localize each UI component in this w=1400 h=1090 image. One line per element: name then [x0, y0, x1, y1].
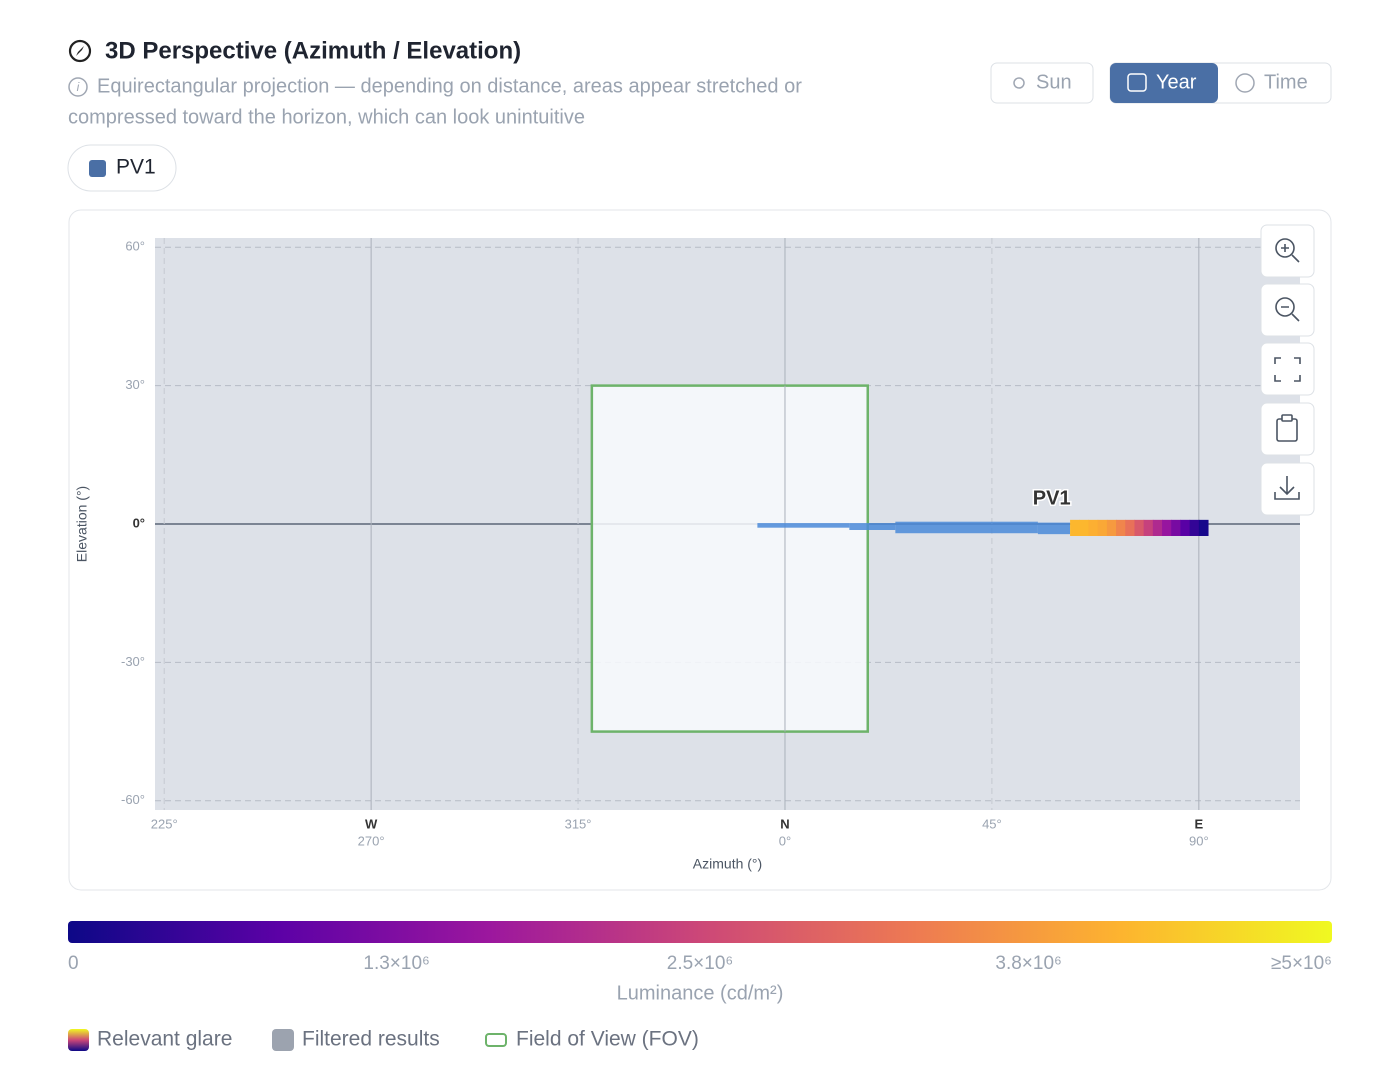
colorbar: [68, 921, 1332, 943]
calendar-icon: [1127, 73, 1147, 92]
zoom-out-button[interactable]: [1260, 283, 1315, 337]
y-tick-label: 30°: [125, 377, 145, 392]
y-axis-label: Elevation (°): [74, 486, 90, 562]
sun-label: Sun: [1036, 71, 1072, 93]
legend-label: Filtered results: [302, 1028, 440, 1051]
colorbar-tick-label: 1.3×10⁶: [363, 953, 429, 974]
y-tick-label: 0°: [133, 515, 145, 530]
icon: [1281, 306, 1300, 322]
x-tick-label: 270°: [358, 833, 385, 848]
series-name: PV1: [116, 156, 156, 179]
fov: [590, 384, 870, 733]
compass-icon: [68, 39, 92, 63]
glare-cell: [1143, 519, 1154, 536]
x-tick-label: 0°: [779, 833, 791, 848]
icon: [1281, 414, 1293, 422]
x-tick-label: 315°: [565, 816, 592, 831]
colorbar-tick-label: ≥5×10⁶: [1271, 953, 1332, 974]
icon: [1274, 476, 1300, 500]
clock-icon[interactable]: [1235, 73, 1255, 93]
time-label[interactable]: Time: [1264, 71, 1308, 93]
x-axis-label: Azimuth (°): [693, 856, 762, 872]
colorbar-tick-label: 3.8×10⁶: [995, 953, 1061, 974]
zoom-in-button[interactable]: [1260, 224, 1315, 278]
y-tick-label: -30°: [121, 654, 145, 669]
title: 3D Perspective (Azimuth / Elevation): [105, 37, 521, 64]
legend-label: Field of View (FOV): [516, 1028, 699, 1051]
fullscreen-button[interactable]: [1260, 342, 1315, 396]
glare-cell: [1070, 519, 1080, 536]
glare-cell: [1097, 519, 1108, 536]
subtitle: Equirectangular projection — depending o…: [97, 75, 802, 97]
series-swatch: [89, 160, 106, 177]
copy-button[interactable]: [1260, 402, 1315, 456]
glare-cell: [1125, 519, 1135, 536]
legend-swatch: [272, 1029, 294, 1051]
colorbar-label: Luminance (cd/m²): [617, 982, 784, 1004]
surface-label: PV1: [1033, 487, 1071, 509]
legend-swatch: [485, 1033, 507, 1047]
glare-cell: [1171, 519, 1181, 536]
filtered-area: [1037, 522, 1071, 535]
x-compass-label: E: [1194, 816, 1203, 831]
icon: [1274, 357, 1301, 382]
info-icon: [68, 77, 88, 97]
glare-cell: [1106, 519, 1117, 536]
x-tick-label: 90°: [1189, 833, 1209, 848]
glare-cell: [1088, 519, 1099, 536]
colorbar-tick-label: 2.5×10⁶: [667, 953, 733, 974]
x-compass-label: N: [780, 816, 789, 831]
y-tick-label: -60°: [121, 792, 145, 807]
glare-cell: [1079, 519, 1089, 536]
colorbar-tick-label: 0: [68, 953, 79, 974]
toolbar: [1260, 224, 1315, 516]
x-tick-label: 225°: [151, 816, 178, 831]
legend-swatch: [68, 1029, 89, 1051]
info-i: i: [77, 80, 80, 94]
sun-button[interactable]: [990, 62, 1094, 104]
series-chip[interactable]: [67, 144, 177, 192]
glare-cell: [1189, 519, 1200, 536]
sun-icon: [1013, 77, 1025, 89]
x-compass-label: W: [365, 816, 378, 831]
y-tick-label: 60°: [125, 239, 145, 254]
glare-cell: [1116, 519, 1126, 536]
glare-cell: [1162, 519, 1172, 536]
filtered-area: [895, 521, 1038, 534]
glare-cell: [1134, 519, 1145, 536]
year-label: Year: [1156, 71, 1197, 93]
filtered-area: [757, 523, 850, 528]
glare-cell: [1152, 519, 1163, 536]
subtitle: compressed toward the horizon, which can…: [68, 106, 585, 128]
year-button[interactable]: [1110, 63, 1218, 103]
glare-cell: [1198, 519, 1209, 536]
glare-cell: [1180, 519, 1191, 536]
filtered-area: [849, 523, 896, 530]
legend-label: Relevant glare: [97, 1028, 232, 1051]
icon: [1281, 244, 1300, 263]
compass-needle: [76, 46, 84, 56]
icon: [1275, 238, 1295, 258]
icon: [1275, 297, 1295, 317]
x-tick-label: 45°: [982, 816, 1002, 831]
